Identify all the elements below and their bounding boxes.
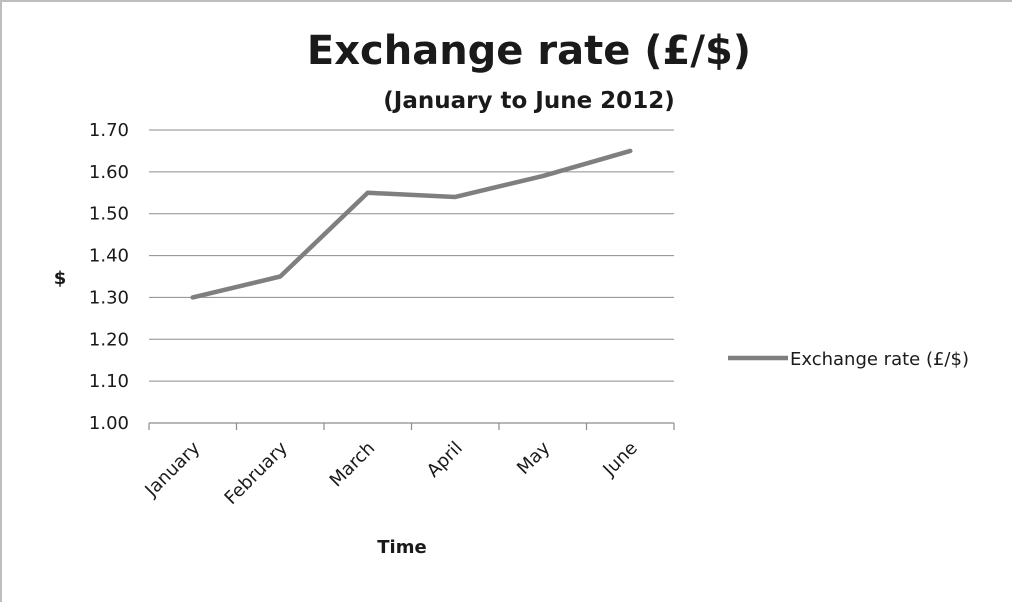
y-tick-label: 1.70 — [89, 120, 129, 141]
x-tick-label: January — [140, 437, 204, 501]
y-tick-label: 1.40 — [89, 246, 129, 267]
y-tick-label: 1.50 — [89, 204, 129, 225]
data-point — [190, 295, 195, 300]
y-tick-label: 1.60 — [89, 162, 129, 183]
x-tick-label: March — [326, 438, 380, 492]
x-tick-label: June — [599, 438, 642, 481]
y-axis-title: $ — [54, 268, 67, 289]
data-point — [540, 174, 545, 179]
y-tick-label: 1.20 — [89, 329, 129, 350]
gridlines — [149, 129, 674, 382]
chart-title: Exchange rate (£/$) — [307, 28, 751, 74]
x-tick-label: April — [423, 438, 467, 482]
x-tick-label: May — [513, 437, 554, 478]
y-tick-label: 1.30 — [89, 287, 129, 308]
y-tick-labels: 1.00 1.10 1.20 1.30 1.40 1.50 1.60 1.70 — [89, 120, 129, 434]
data-point — [628, 148, 633, 153]
y-tick-label: 1.10 — [89, 371, 129, 392]
series-line — [190, 148, 633, 300]
data-point — [278, 274, 283, 279]
data-point — [365, 190, 370, 195]
x-axis-title: Time — [377, 537, 426, 558]
data-point — [453, 194, 458, 199]
x-tick-label: February — [221, 437, 292, 508]
x-axis — [148, 422, 675, 430]
y-tick-label: 1.00 — [89, 413, 129, 434]
legend: Exchange rate (£/$) — [728, 349, 969, 370]
series-lines — [190, 148, 633, 300]
x-tick-labels: January February March April May June — [140, 437, 641, 508]
legend-label: Exchange rate (£/$) — [790, 349, 969, 370]
chart-subtitle: (January to June 2012) — [383, 88, 674, 114]
